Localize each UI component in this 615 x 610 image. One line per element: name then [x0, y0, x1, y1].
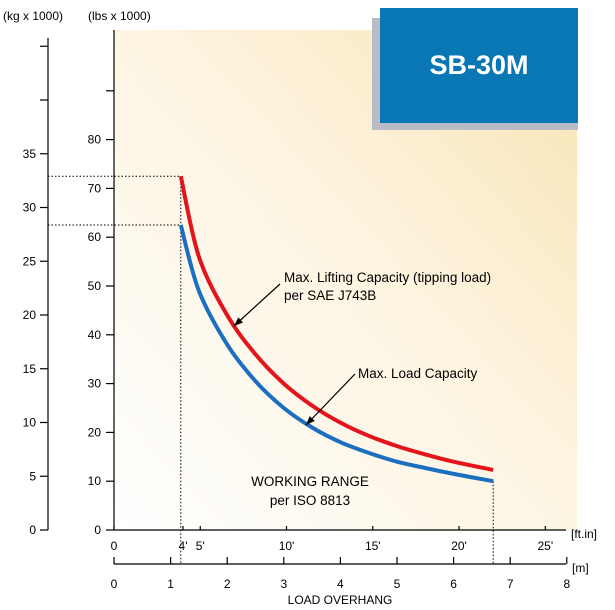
tick-marks: [40, 45, 568, 564]
x-ft-tick-label: 15': [365, 539, 381, 553]
y-lbs-tick-label: 40: [88, 328, 102, 342]
x-axis-label: LOAD OVERHANG: [288, 593, 393, 607]
y-kg-tick-label: 10: [23, 416, 37, 430]
x-m-tick-label: 1: [167, 577, 174, 591]
x-m-tick-label: 6: [450, 577, 457, 591]
y-lbs-tick-label: 50: [88, 279, 102, 293]
y-kg-tick-label: 0: [29, 523, 36, 537]
arrow-load-capacity: [305, 373, 356, 426]
annotation-range-line2: per ISO 8813: [270, 493, 350, 508]
y-kg-tick-label: 35: [23, 147, 37, 161]
x-ft-tick-label: 20': [451, 539, 467, 553]
annotation-lifting-line1: Max. Lifting Capacity (tipping load): [284, 270, 491, 285]
y-kg-tick-label: 20: [23, 308, 37, 322]
series-line-load-capacity: [178, 224, 494, 484]
reference-lines: [48, 175, 494, 564]
y-unit-lbs: (lbs x 1000): [88, 9, 151, 23]
y-lbs-tick-label: 70: [88, 181, 102, 195]
model-badge-label: SB-30M: [429, 50, 529, 80]
x-m-tick-label: 8: [563, 577, 570, 591]
x-m-tick-label: 0: [111, 577, 118, 591]
x-m-tick-label: 2: [224, 577, 231, 591]
x-ft-tick-label: 10': [279, 539, 295, 553]
series-line-lifting-capacity: [178, 175, 494, 472]
y-lbs-tick-label: 0: [94, 523, 101, 537]
x-ft-tick-label: 0: [111, 539, 118, 553]
y-lbs-tick-label: 80: [88, 133, 102, 147]
y-kg-tick-label: 5: [29, 469, 36, 483]
y-lbs-tick-label: 30: [88, 377, 102, 391]
arrow-lifting-capacity-head: [234, 317, 244, 326]
x-unit-m: [m]: [572, 561, 589, 575]
arrow-lifting-capacity: [233, 283, 281, 327]
model-badge: [380, 8, 578, 123]
annotation-range-line1: WORKING RANGE: [251, 474, 369, 489]
annotation-lifting-line2: per SAE J743B: [284, 288, 376, 303]
x-m-tick-label: 5: [394, 577, 401, 591]
y-kg-tick-label: 25: [23, 254, 37, 268]
y-kg-tick-label: 30: [23, 201, 37, 215]
y-unit-kg: (kg x 1000): [3, 9, 63, 23]
x-ft-tick-label: 25': [537, 539, 553, 553]
annotation-arrows: [233, 283, 356, 426]
annotation-load: Max. Load Capacity: [358, 366, 478, 381]
x-unit-ft: [ft.in]: [571, 527, 597, 541]
x-ft-tick-label: 4': [179, 539, 188, 553]
y-lbs-tick-label: 10: [88, 474, 102, 488]
y-lbs-tick-label: 60: [88, 230, 102, 244]
x-m-tick-label: 3: [280, 577, 287, 591]
data-series: [178, 175, 494, 484]
x-m-tick-label: 7: [507, 577, 514, 591]
x-m-tick-label: 4: [337, 577, 344, 591]
x-ft-tick-label: 5': [196, 539, 205, 553]
y-kg-tick-label: 15: [23, 362, 37, 376]
y-lbs-tick-label: 20: [88, 425, 102, 439]
arrow-load-capacity-head: [306, 416, 315, 425]
